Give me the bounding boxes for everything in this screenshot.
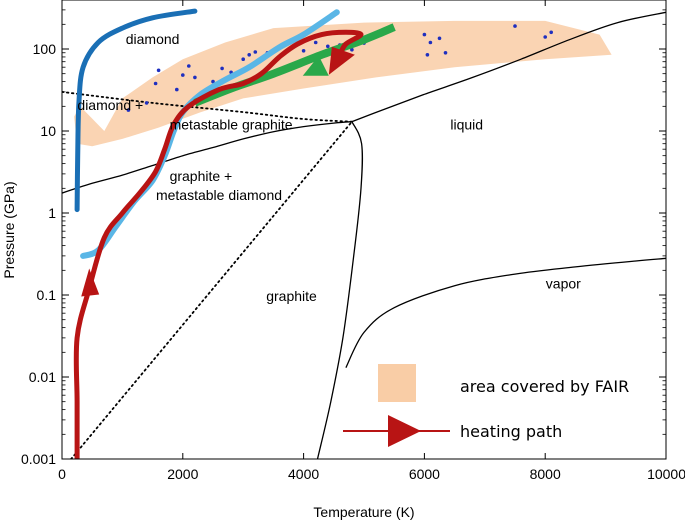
scatter-point-0 <box>126 108 131 112</box>
phase-boundary-0 <box>62 121 352 194</box>
scatter-point-11 <box>241 57 245 61</box>
region-label-7: vapor <box>546 276 581 292</box>
series-line-3 <box>73 29 364 459</box>
scatter-point-8 <box>211 79 215 84</box>
scatter-point-29 <box>543 35 547 39</box>
x-tick-label-5: 10000 <box>647 466 685 482</box>
phase-boundary-2 <box>316 121 364 459</box>
path-arrows <box>81 46 355 297</box>
region-label-1: diamond + <box>77 97 143 113</box>
x-tick-label-2: 4000 <box>288 466 319 482</box>
y-axis-label: Pressure (GPa) <box>1 181 17 278</box>
scatter-point-3 <box>156 68 161 73</box>
region-label-0: diamond <box>126 31 180 47</box>
scatter-point-5 <box>181 73 185 77</box>
legend-heating-label: heating path <box>460 422 562 441</box>
region-label-6: graphite <box>266 288 317 304</box>
x-tick-label-3: 6000 <box>409 466 440 482</box>
series-lines <box>73 8 396 459</box>
plot-frame <box>61 0 667 460</box>
scatter-point-2 <box>153 81 158 86</box>
scatter-point-6 <box>187 64 191 68</box>
scatter-points <box>126 24 553 112</box>
phase-boundary-4 <box>62 91 353 123</box>
scatter-point-19 <box>326 44 330 49</box>
y-tick-label-5: 100 <box>33 41 57 57</box>
scatter-point-25 <box>437 36 442 41</box>
legend: area covered by FAIR heating path <box>343 364 629 447</box>
x-tick-label-1: 2000 <box>167 466 198 482</box>
scatter-point-23 <box>422 32 427 37</box>
x-tick-label-0: 0 <box>58 466 66 482</box>
scatter-point-27 <box>425 53 430 57</box>
legend-heating-arrowhead <box>388 415 421 447</box>
scatter-point-4 <box>175 87 179 92</box>
heating-arrow-down <box>328 46 355 75</box>
y-axis-ticks: 0.001 0.01 0.1 1 10 100 <box>21 9 666 467</box>
scatter-point-24 <box>428 40 433 45</box>
legend-fair-swatch <box>378 364 416 402</box>
heating-arrow-up <box>81 268 100 297</box>
y-tick-label-2: 0.1 <box>37 287 57 303</box>
fair-area <box>74 20 612 147</box>
scatter-point-30 <box>549 30 553 35</box>
scatter-point-13 <box>253 50 258 54</box>
phase-boundary-3 <box>345 257 666 368</box>
region-label-3: graphite + <box>170 168 233 184</box>
scatter-point-17 <box>301 49 306 53</box>
series-line-2 <box>193 23 396 107</box>
y-tick-label-0: 0.001 <box>21 451 56 467</box>
scatter-point-1 <box>144 101 149 105</box>
x-axis-label: Temperature (K) <box>313 504 414 520</box>
green-arrowhead <box>302 55 329 76</box>
region-label-5: liquid <box>450 116 483 132</box>
y-tick-label-1: 0.01 <box>29 369 56 385</box>
scatter-point-26 <box>443 51 448 55</box>
phase-boundary-5 <box>70 120 353 459</box>
y-tick-label-4: 10 <box>40 123 56 139</box>
x-tick-label-4: 8000 <box>530 466 561 482</box>
scatter-point-7 <box>193 75 197 80</box>
region-label-2: metastable graphite <box>170 116 293 132</box>
x-axis-ticks: 0 2000 4000 6000 8000 10000 <box>58 0 685 482</box>
y-tick-label-3: 1 <box>48 205 56 221</box>
scatter-point-28 <box>513 24 517 28</box>
series-line-0 <box>74 8 198 213</box>
scatter-point-18 <box>313 40 318 45</box>
legend-fair-label: area covered by FAIR <box>460 377 629 396</box>
phase-boundaries <box>62 11 666 459</box>
region-label-4: metastable diamond <box>156 187 282 203</box>
scatter-point-9 <box>220 66 224 71</box>
scatter-point-12 <box>247 53 251 57</box>
fair-area-layer <box>74 20 612 147</box>
region-labels: diamond diamond + metastable graphite graph… <box>77 31 581 304</box>
scatter-point-21 <box>350 47 354 52</box>
phase-boundary-1 <box>351 11 666 123</box>
